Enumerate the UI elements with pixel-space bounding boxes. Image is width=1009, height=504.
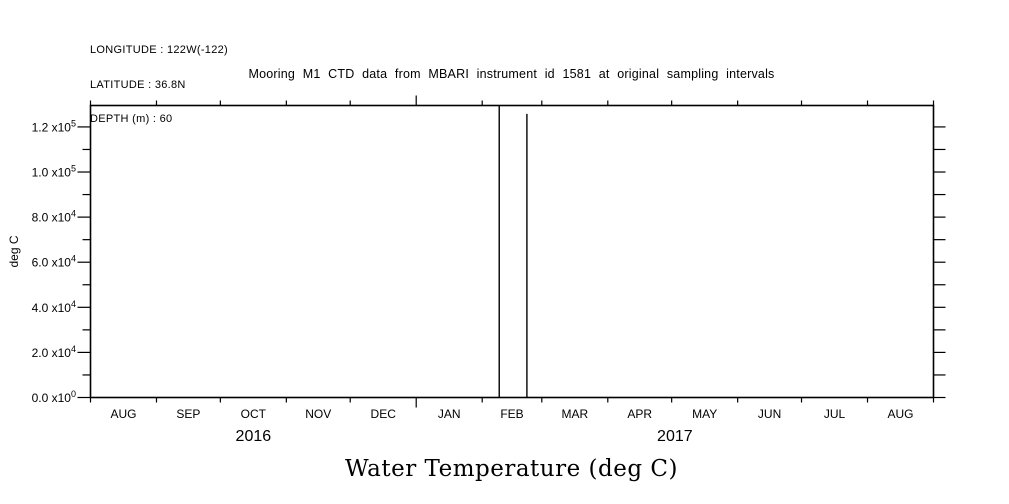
year-label: 2017 <box>657 428 693 445</box>
metadata-longitude: LONGITUDE : 122W(-122) <box>90 44 229 56</box>
month-label: AUG <box>110 407 136 421</box>
month-label: NOV <box>305 407 331 421</box>
y-tick-label: 8.0 x104 <box>32 209 76 225</box>
month-label: JAN <box>438 407 461 421</box>
y-tick-label: 1.2 x105 <box>32 118 76 134</box>
year-label: 2016 <box>236 428 272 445</box>
y-tick-label: 1.0 x105 <box>32 164 76 180</box>
month-label: FEB <box>500 407 523 421</box>
month-label: SEP <box>176 407 200 421</box>
plot-bottom-title: Water Temperature (deg C) <box>345 456 678 482</box>
metadata-latitude: LATITUDE : 36.8N <box>90 78 186 91</box>
y-tick-label: 0.0 x100 <box>32 389 76 405</box>
month-label: OCT <box>241 407 267 421</box>
metadata-block: LONGITUDE : 122W(-122) LATITUDE : 36.8N … <box>90 22 228 149</box>
plot-border <box>89 104 935 399</box>
month-label: AUG <box>887 407 913 421</box>
month-label: JUL <box>824 407 846 421</box>
y-tick-label: 4.0 x104 <box>32 299 76 315</box>
month-label: JUN <box>758 407 781 421</box>
y-axis-title: deg C <box>7 235 21 267</box>
month-label: MAY <box>692 407 717 421</box>
y-tick-label: 6.0 x104 <box>32 254 76 270</box>
plot-title: Mooring M1 CTD data from MBARI instrumen… <box>248 67 775 81</box>
metadata-depth: DEPTH (m) : 60 <box>90 113 173 125</box>
month-label: DEC <box>371 407 397 421</box>
y-tick-label: 2.0 x104 <box>32 344 76 360</box>
month-label: APR <box>627 407 652 421</box>
month-label: MAR <box>561 407 588 421</box>
